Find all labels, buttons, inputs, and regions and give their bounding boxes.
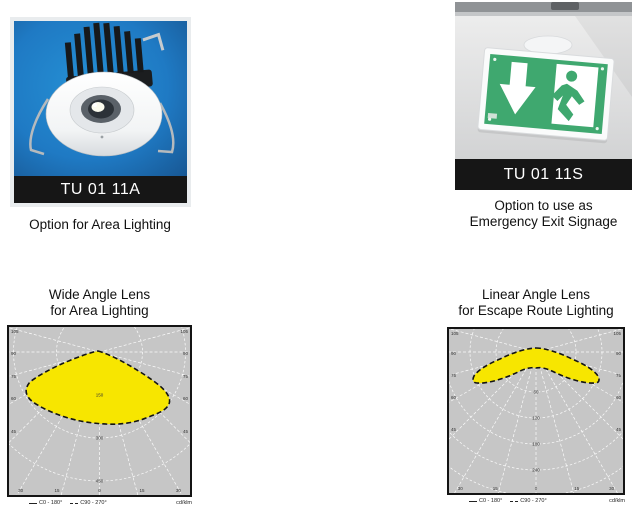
- svg-text:90: 90: [616, 351, 622, 356]
- svg-text:30: 30: [458, 486, 464, 491]
- chart-units-label: cd/klm: [609, 498, 625, 504]
- downlight-card: TU 01 11A: [10, 17, 191, 207]
- svg-text:30: 30: [18, 488, 24, 493]
- intensity-curve: [25, 350, 171, 425]
- svg-text:15: 15: [139, 488, 145, 493]
- svg-text:180: 180: [532, 442, 540, 447]
- svg-text:45: 45: [616, 427, 622, 432]
- svg-text:75: 75: [616, 373, 622, 378]
- model-number: TU 01 11S: [503, 165, 584, 183]
- model-label-bar: TU 01 11S: [455, 159, 632, 190]
- downlight-product-image: [14, 21, 187, 176]
- svg-text:15: 15: [574, 486, 580, 491]
- svg-text:15: 15: [55, 488, 61, 493]
- c0-line-icon: [29, 502, 37, 504]
- svg-text:60: 60: [616, 395, 622, 400]
- linear-angle-chart-legend: C0 - 180° C90 - 270° cd/klm: [447, 498, 625, 504]
- screw-dots: [487, 57, 605, 131]
- svg-text:60: 60: [451, 395, 457, 400]
- svg-text:45: 45: [183, 429, 189, 434]
- indicator-led-icon: [100, 135, 104, 139]
- svg-text:30: 30: [609, 486, 615, 491]
- svg-text:150: 150: [96, 393, 104, 398]
- sign-label-tag: [487, 113, 498, 119]
- svg-text:105: 105: [180, 329, 188, 334]
- chart-axis-labels: 6012018024030010510590907575606045453015…: [451, 331, 621, 495]
- svg-text:90: 90: [451, 351, 457, 356]
- spring-clip-icons: [29, 98, 175, 156]
- svg-text:45: 45: [11, 429, 17, 434]
- svg-text:0: 0: [535, 486, 538, 491]
- downlight-bezel: [45, 71, 163, 157]
- c90-line-icon: [70, 502, 79, 504]
- svg-text:15: 15: [493, 486, 499, 491]
- svg-text:60: 60: [533, 390, 539, 395]
- svg-text:105: 105: [11, 329, 19, 334]
- ceiling-fixture-icon: [551, 2, 579, 10]
- svg-text:240: 240: [532, 468, 540, 473]
- svg-text:75: 75: [451, 373, 457, 378]
- svg-text:60: 60: [11, 396, 17, 401]
- svg-text:450: 450: [96, 479, 104, 484]
- svg-text:45: 45: [451, 427, 457, 432]
- chart-units-label: cd/klm: [176, 500, 192, 506]
- svg-text:90: 90: [183, 351, 189, 356]
- running-man-icon: [551, 70, 585, 122]
- linear-angle-polar-chart: 6012018024030010510590907575606045453015…: [447, 327, 625, 495]
- svg-text:300: 300: [96, 436, 104, 441]
- svg-text:30: 30: [176, 488, 182, 493]
- exit-sign-caption: Option to use as Emergency Exit Signage: [469, 198, 618, 229]
- svg-text:75: 75: [183, 374, 189, 379]
- model-number: TU 01 11A: [60, 180, 141, 198]
- exit-sign-panel: [477, 47, 615, 144]
- wide-angle-chart-legend: C0 - 180° C90 - 270° cd/klm: [7, 500, 192, 506]
- exit-sign-card: TU 01 11S: [455, 2, 632, 190]
- svg-text:90: 90: [11, 351, 17, 356]
- svg-text:75: 75: [11, 374, 17, 379]
- exit-door-icon: [551, 63, 599, 128]
- wide-angle-chart-title: Wide Angle Lens for Area Lighting: [48, 287, 151, 318]
- svg-text:300: 300: [532, 494, 540, 496]
- svg-text:60: 60: [183, 396, 189, 401]
- down-arrow-icon: [499, 61, 536, 115]
- ceiling-strip: [455, 2, 632, 12]
- linear-angle-chart-title: Linear Angle Lens for Escape Route Light…: [458, 287, 614, 318]
- model-label-bar: TU 01 11A: [14, 176, 187, 203]
- exit-sign-product-image: [455, 2, 632, 159]
- c0-line-icon: [469, 500, 477, 502]
- c90-line-icon: [510, 500, 519, 502]
- downlight-caption: Option for Area Lighting: [29, 217, 171, 232]
- svg-text:120: 120: [532, 416, 540, 421]
- svg-text:0: 0: [98, 488, 101, 493]
- svg-text:105: 105: [451, 331, 459, 336]
- svg-text:105: 105: [613, 331, 621, 336]
- intensity-curve: [472, 347, 600, 384]
